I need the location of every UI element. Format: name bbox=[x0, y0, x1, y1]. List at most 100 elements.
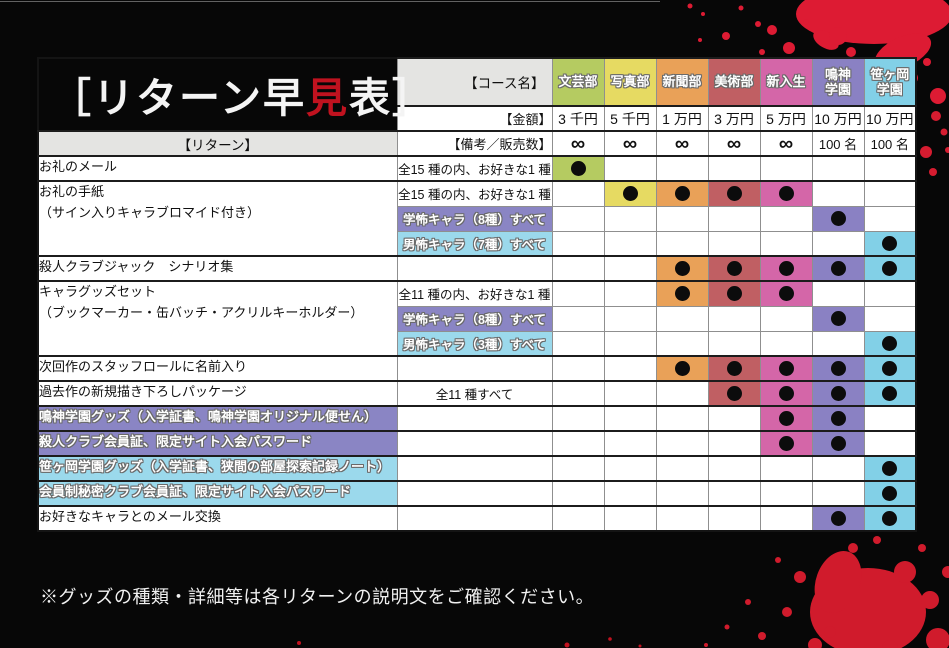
matrix-cell bbox=[603, 255, 657, 282]
amount-cell: 1 万円 bbox=[655, 105, 709, 132]
matrix-cell bbox=[707, 155, 761, 182]
matrix-cell bbox=[551, 355, 605, 382]
matrix-cell bbox=[551, 455, 605, 482]
stock-value: ∞ bbox=[622, 132, 638, 155]
note-cell bbox=[396, 430, 553, 457]
header-row-stock: 【リターン】 【備考／販売数】 ∞ ∞ ∞ ∞ ∞ 100 名 100 名 bbox=[37, 130, 917, 157]
matrix-cell bbox=[551, 505, 605, 532]
matrix-cell bbox=[655, 455, 709, 482]
matrix-cell bbox=[759, 255, 813, 282]
availability-dot-icon bbox=[830, 210, 846, 226]
matrix-cell bbox=[551, 330, 605, 357]
availability-dot-icon bbox=[882, 485, 898, 501]
course-header: 新聞部 bbox=[655, 57, 709, 107]
matrix-cell bbox=[811, 480, 865, 507]
matrix-cell bbox=[707, 380, 761, 407]
matrix-cell bbox=[759, 180, 813, 207]
availability-dot-icon bbox=[674, 260, 690, 276]
matrix-cell bbox=[811, 405, 865, 432]
availability-dot-icon bbox=[674, 286, 690, 302]
matrix-cell bbox=[655, 480, 709, 507]
table-row: 過去作の新規描き下ろしパッケージ 全11 種すべて bbox=[37, 380, 917, 407]
table-row: 殺人クラブ会員証、限定サイト入会パスワード bbox=[37, 430, 917, 457]
table-row: 次回作のスタッフロールに名前入り bbox=[37, 355, 917, 382]
matrix-cell bbox=[811, 455, 865, 482]
note-cell: 全11 種すべて bbox=[396, 380, 553, 407]
return-label: 会員制秘密クラブ会員証、限定サイト入会パスワード bbox=[37, 480, 398, 507]
matrix-cell bbox=[603, 180, 657, 207]
note-cell: 学怖キャラ（8種）すべて bbox=[396, 205, 553, 232]
matrix-cell bbox=[655, 330, 709, 357]
returns-table: 【コース名】 文芸部 写真部 新聞部 美術部 新入生 鳴神 学園 笹ヶ岡 学園 【金額】 3 千円… bbox=[37, 57, 917, 532]
amount-cell: 10 万円 bbox=[863, 105, 917, 132]
matrix-cell bbox=[759, 355, 813, 382]
availability-dot-icon bbox=[830, 260, 846, 276]
matrix-cell bbox=[707, 180, 761, 207]
matrix-cell bbox=[811, 155, 865, 182]
matrix-cell bbox=[759, 330, 813, 357]
matrix-cell bbox=[655, 380, 709, 407]
matrix-cell bbox=[863, 430, 917, 457]
note-cell: 全11 種の内、お好きな1 種 bbox=[396, 280, 553, 307]
matrix-cell bbox=[655, 280, 709, 307]
matrix-cell bbox=[707, 255, 761, 282]
matrix-cell bbox=[603, 480, 657, 507]
matrix-cell bbox=[551, 280, 605, 307]
amount-cell: 3 万円 bbox=[707, 105, 761, 132]
matrix-cell bbox=[707, 480, 761, 507]
availability-dot-icon bbox=[778, 260, 794, 276]
matrix-cell bbox=[551, 430, 605, 457]
matrix-cell bbox=[551, 405, 605, 432]
matrix-cell bbox=[863, 230, 917, 257]
availability-dot-icon bbox=[778, 410, 794, 426]
availability-dot-icon bbox=[830, 385, 846, 401]
matrix-cell bbox=[811, 205, 865, 232]
return-label: 鳴神学園グッズ（入学証書、鳴神学園オリジナル便せん） bbox=[37, 405, 398, 432]
stock-value: 100 名 bbox=[870, 137, 909, 152]
matrix-cell bbox=[707, 305, 761, 332]
matrix-cell bbox=[759, 480, 813, 507]
matrix-cell bbox=[863, 480, 917, 507]
amount-cell: 3 千円 bbox=[551, 105, 605, 132]
matrix-cell bbox=[863, 330, 917, 357]
note-cell: 全15 種の内、お好きな1 種 bbox=[396, 155, 553, 182]
availability-dot-icon bbox=[570, 160, 586, 176]
matrix-cell bbox=[863, 205, 917, 232]
matrix-cell bbox=[603, 305, 657, 332]
matrix-cell bbox=[707, 455, 761, 482]
availability-dot-icon bbox=[726, 186, 742, 202]
amount-cell: 5 千円 bbox=[603, 105, 657, 132]
availability-dot-icon bbox=[778, 435, 794, 451]
matrix-cell bbox=[603, 155, 657, 182]
matrix-cell bbox=[655, 155, 709, 182]
note-cell bbox=[396, 480, 553, 507]
note-cell bbox=[396, 455, 553, 482]
matrix-cell bbox=[707, 405, 761, 432]
matrix-cell bbox=[603, 330, 657, 357]
matrix-cell bbox=[811, 180, 865, 207]
matrix-cell bbox=[603, 380, 657, 407]
availability-dot-icon bbox=[778, 385, 794, 401]
matrix-cell bbox=[551, 230, 605, 257]
course-header: 美術部 bbox=[707, 57, 761, 107]
stock-label-cell: 【備考／販売数】 bbox=[396, 130, 553, 157]
note-cell: 男怖キャラ（3種）すべて bbox=[396, 330, 553, 357]
stock-cell: 100 名 bbox=[863, 130, 917, 157]
matrix-cell bbox=[811, 280, 865, 307]
return-label: お好きなキャラとのメール交換 bbox=[37, 505, 398, 532]
course-name-header-cell: 【コース名】 bbox=[396, 57, 553, 107]
matrix-cell bbox=[707, 280, 761, 307]
matrix-cell bbox=[551, 205, 605, 232]
course-header: 新入生 bbox=[759, 57, 813, 107]
note-cell: 全15 種の内、お好きな1 種 bbox=[396, 180, 553, 207]
matrix-cell bbox=[811, 330, 865, 357]
note-cell: 学怖キャラ（8種）すべて bbox=[396, 305, 553, 332]
matrix-cell bbox=[603, 455, 657, 482]
matrix-cell bbox=[655, 355, 709, 382]
availability-dot-icon bbox=[882, 335, 898, 351]
matrix-cell bbox=[811, 230, 865, 257]
matrix-cell bbox=[759, 280, 813, 307]
matrix-cell bbox=[707, 430, 761, 457]
course-header: 笹ヶ岡 学園 bbox=[863, 57, 917, 107]
